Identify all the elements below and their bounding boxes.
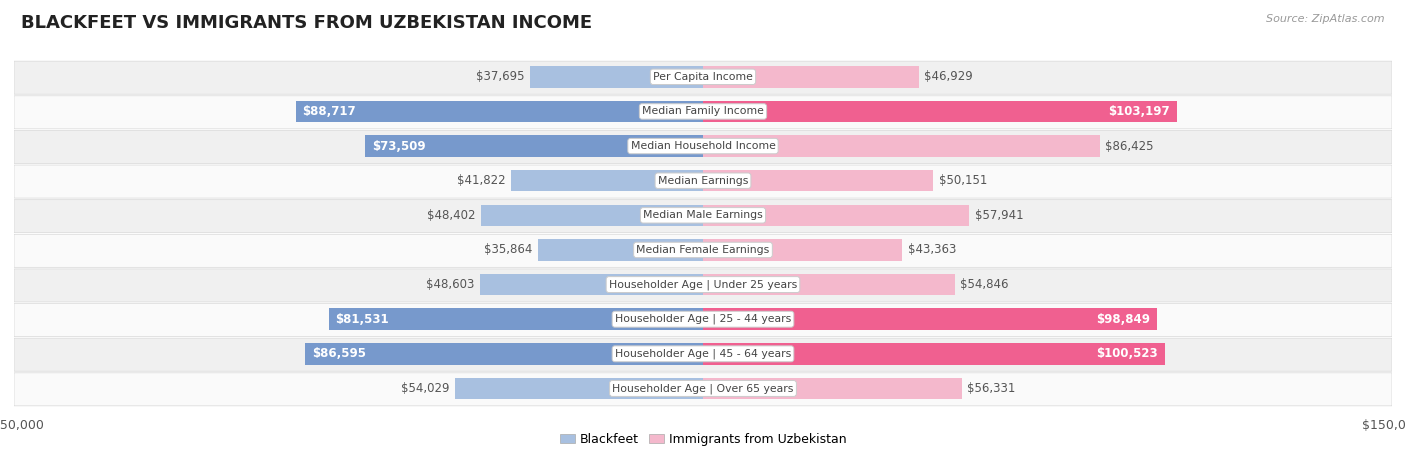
Text: $73,509: $73,509 bbox=[373, 140, 426, 153]
Bar bbox=[538, 239, 703, 261]
Bar bbox=[703, 309, 1157, 330]
Bar bbox=[703, 66, 918, 87]
FancyBboxPatch shape bbox=[14, 373, 1392, 406]
Bar bbox=[329, 309, 703, 330]
Bar bbox=[510, 170, 703, 191]
Text: $37,695: $37,695 bbox=[475, 71, 524, 83]
FancyBboxPatch shape bbox=[14, 338, 1392, 371]
Bar bbox=[703, 101, 1177, 122]
FancyBboxPatch shape bbox=[14, 200, 1392, 233]
Bar bbox=[703, 135, 1099, 157]
Text: Median Household Income: Median Household Income bbox=[630, 141, 776, 151]
Text: Householder Age | Under 25 years: Householder Age | Under 25 years bbox=[609, 279, 797, 290]
Text: $81,531: $81,531 bbox=[336, 313, 389, 325]
Text: $48,402: $48,402 bbox=[426, 209, 475, 222]
Bar bbox=[295, 101, 703, 122]
Text: Median Family Income: Median Family Income bbox=[643, 106, 763, 116]
Text: Householder Age | 25 - 44 years: Householder Age | 25 - 44 years bbox=[614, 314, 792, 325]
Text: Householder Age | Over 65 years: Householder Age | Over 65 years bbox=[612, 383, 794, 394]
FancyBboxPatch shape bbox=[14, 130, 1392, 163]
Text: $41,822: $41,822 bbox=[457, 174, 505, 187]
Bar bbox=[703, 170, 934, 191]
Bar bbox=[703, 205, 969, 226]
Text: $35,864: $35,864 bbox=[485, 243, 533, 256]
Text: $54,029: $54,029 bbox=[401, 382, 450, 395]
Bar bbox=[703, 274, 955, 295]
Text: $56,331: $56,331 bbox=[967, 382, 1015, 395]
Bar bbox=[530, 66, 703, 87]
Text: $43,363: $43,363 bbox=[908, 243, 956, 256]
Legend: Blackfeet, Immigrants from Uzbekistan: Blackfeet, Immigrants from Uzbekistan bbox=[555, 428, 851, 451]
FancyBboxPatch shape bbox=[14, 165, 1392, 198]
Text: BLACKFEET VS IMMIGRANTS FROM UZBEKISTAN INCOME: BLACKFEET VS IMMIGRANTS FROM UZBEKISTAN … bbox=[21, 14, 592, 32]
Bar bbox=[456, 378, 703, 399]
FancyBboxPatch shape bbox=[14, 96, 1392, 129]
FancyBboxPatch shape bbox=[14, 234, 1392, 267]
Text: Median Female Earnings: Median Female Earnings bbox=[637, 245, 769, 255]
Text: $46,929: $46,929 bbox=[924, 71, 973, 83]
Bar bbox=[366, 135, 703, 157]
Text: Householder Age | 45 - 64 years: Householder Age | 45 - 64 years bbox=[614, 348, 792, 359]
Text: $88,717: $88,717 bbox=[302, 105, 356, 118]
Text: $54,846: $54,846 bbox=[960, 278, 1010, 291]
Text: $98,849: $98,849 bbox=[1097, 313, 1150, 325]
Bar bbox=[481, 205, 703, 226]
Bar bbox=[305, 343, 703, 365]
Text: $86,595: $86,595 bbox=[312, 347, 366, 361]
FancyBboxPatch shape bbox=[14, 304, 1392, 337]
Text: $86,425: $86,425 bbox=[1105, 140, 1154, 153]
Text: $57,941: $57,941 bbox=[974, 209, 1024, 222]
Bar bbox=[479, 274, 703, 295]
Text: Per Capita Income: Per Capita Income bbox=[652, 72, 754, 82]
Text: $100,523: $100,523 bbox=[1097, 347, 1157, 361]
Text: Median Earnings: Median Earnings bbox=[658, 176, 748, 186]
Text: Source: ZipAtlas.com: Source: ZipAtlas.com bbox=[1267, 14, 1385, 24]
Bar bbox=[703, 343, 1164, 365]
FancyBboxPatch shape bbox=[14, 269, 1392, 302]
Text: $103,197: $103,197 bbox=[1108, 105, 1170, 118]
FancyBboxPatch shape bbox=[14, 61, 1392, 94]
Bar bbox=[703, 239, 903, 261]
Bar bbox=[703, 378, 962, 399]
Text: $50,151: $50,151 bbox=[939, 174, 987, 187]
Text: Median Male Earnings: Median Male Earnings bbox=[643, 210, 763, 220]
Text: $48,603: $48,603 bbox=[426, 278, 474, 291]
